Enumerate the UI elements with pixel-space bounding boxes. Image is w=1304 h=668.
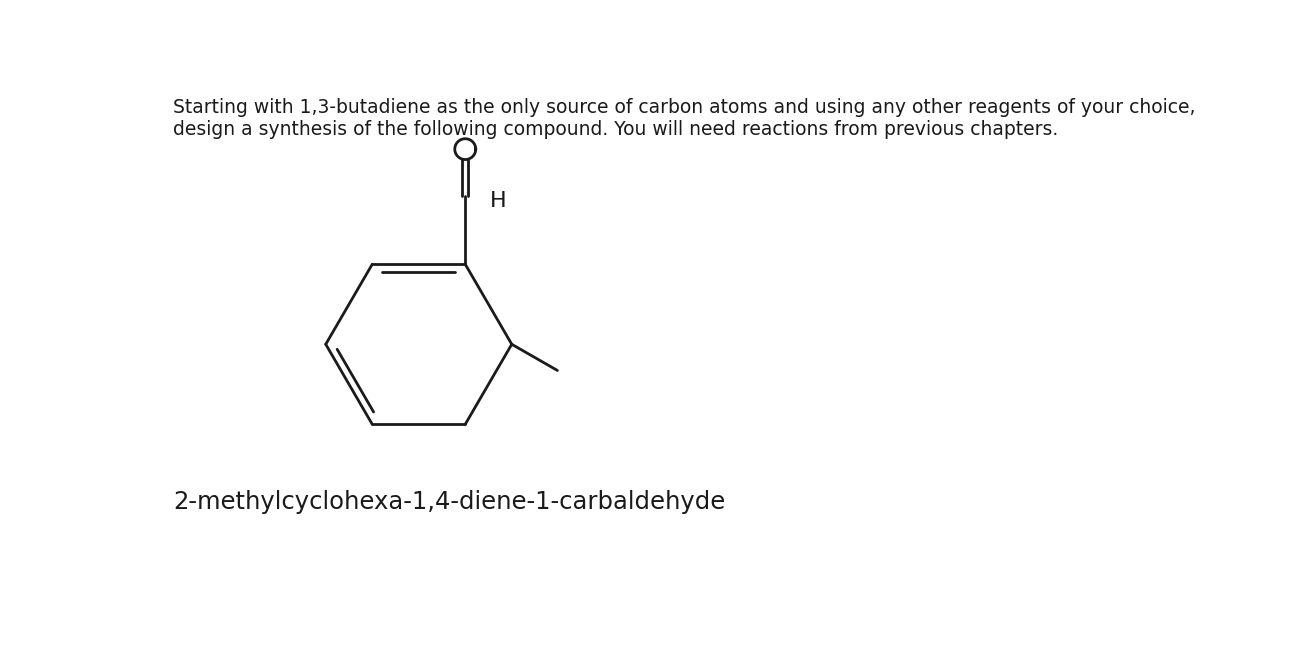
Text: Starting with 1,3-butadiene as the only source of carbon atoms and using any oth: Starting with 1,3-butadiene as the only … xyxy=(173,98,1196,139)
Text: 2-methylcyclohexa-1,4-diene-1-carbaldehyde: 2-methylcyclohexa-1,4-diene-1-carbaldehy… xyxy=(173,490,725,514)
Text: H: H xyxy=(490,191,507,211)
